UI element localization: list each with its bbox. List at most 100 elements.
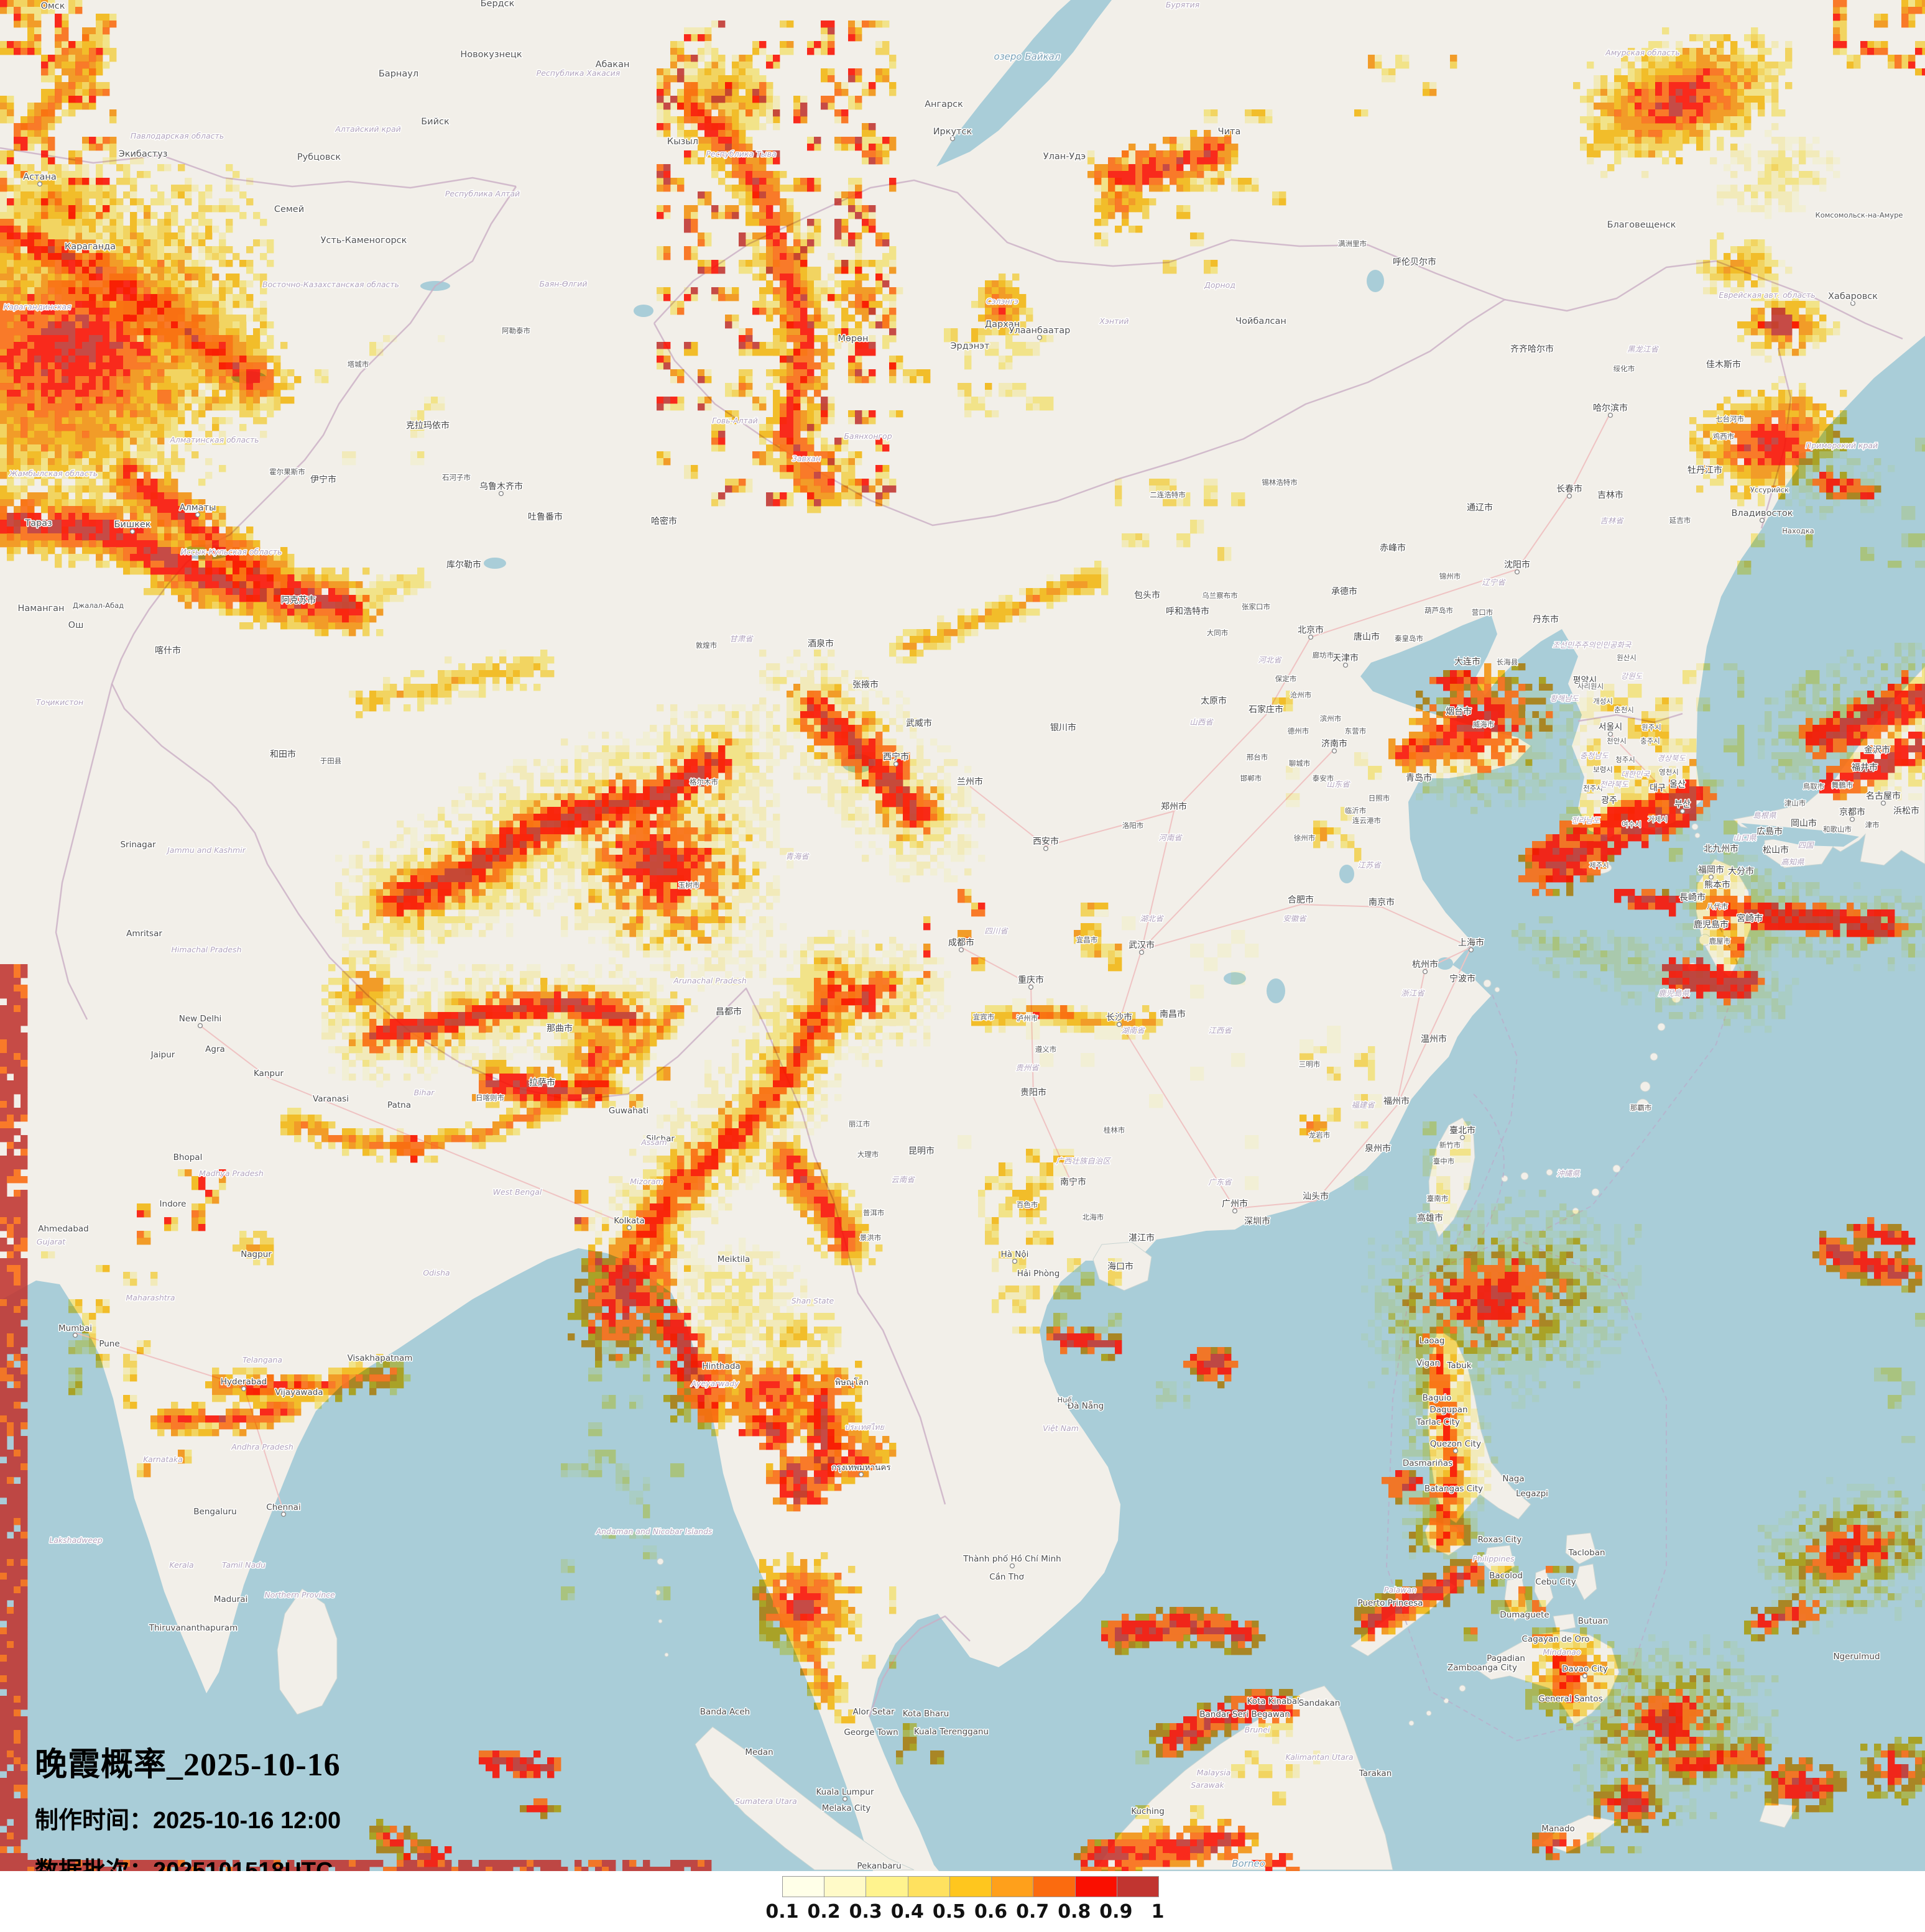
- map-label: 新竹市: [1439, 1141, 1461, 1149]
- map-label: 宮崎市: [1737, 913, 1763, 924]
- map-label: 承德市: [1331, 586, 1357, 597]
- map-label: 酒泉市: [808, 638, 834, 649]
- map-label: 张掖市: [852, 679, 879, 690]
- city-dot: [1454, 1449, 1458, 1453]
- city-dot: [1609, 413, 1613, 418]
- city-dot: [196, 513, 200, 517]
- map-label: 臺北市: [1449, 1125, 1475, 1136]
- map-label: Bhopal: [173, 1152, 203, 1162]
- city-dot: [951, 137, 955, 141]
- map-label: Madurai: [214, 1594, 248, 1604]
- map-label: 大同市: [1207, 628, 1229, 637]
- map-label: 대한민국: [1621, 770, 1651, 779]
- map-label: 岡山市: [1791, 818, 1817, 829]
- map-label: 牡丹江市: [1687, 465, 1722, 476]
- map-label: 连云港市: [1352, 816, 1381, 825]
- probability-legend: 0.1 0.2 0.3 0.4 0.5 0.6 0.7 0.8 0.9 1: [0, 1871, 1925, 1932]
- map-label: Butuan: [1578, 1616, 1609, 1626]
- map-label: 南京市: [1369, 897, 1395, 908]
- map-label: 浙江省: [1401, 988, 1425, 998]
- lake: [1367, 270, 1384, 292]
- map-label: Hà Nội: [1001, 1249, 1029, 1259]
- map-label: 重庆市: [1018, 975, 1044, 985]
- map-label: 丹东市: [1533, 614, 1559, 625]
- map-label: Agra: [205, 1044, 225, 1054]
- map-label: Караганда: [65, 242, 116, 252]
- map-label: Telangana: [242, 1355, 282, 1364]
- map-label: 锡林浩特市: [1262, 478, 1298, 487]
- map-label: 普洱市: [863, 1208, 885, 1217]
- map-label: Sarawak: [1191, 1780, 1224, 1790]
- map-label: Việt Nam: [1043, 1424, 1079, 1433]
- legend-color-segment: [1033, 1877, 1075, 1897]
- map-label: 天津市: [1332, 653, 1359, 663]
- map-label: 呼和浩特市: [1166, 606, 1209, 617]
- map-label: Đà Nẵng: [1068, 1401, 1104, 1411]
- map-label: 吐鲁番市: [528, 512, 563, 522]
- map-label: Davao City: [1562, 1664, 1608, 1674]
- lake: [484, 558, 506, 569]
- map-label: Vigan: [1416, 1358, 1440, 1368]
- legend-color-segment: [1076, 1877, 1117, 1897]
- map-label: 湖南省: [1121, 1026, 1145, 1035]
- map-label: 大分市: [1728, 866, 1754, 876]
- city-dot: [1461, 1136, 1465, 1140]
- map-label: Kalimantan Utara: [1285, 1752, 1353, 1762]
- city-dot: [1332, 749, 1337, 753]
- legend-tick: 1: [1152, 1901, 1165, 1923]
- map-label: 和歌山市: [1823, 825, 1852, 834]
- map-label: 乌兰察布市: [1202, 591, 1238, 600]
- map-label: Thiruvananthapuram: [149, 1623, 238, 1633]
- small-island: [1613, 1165, 1620, 1172]
- map-label: Tabuk: [1446, 1361, 1471, 1371]
- map-label: George Town: [844, 1727, 898, 1737]
- map-label: Усть-Каменогорск: [321, 236, 407, 246]
- map-label: Huế: [1057, 1396, 1072, 1404]
- map-label: Республика Тыва: [706, 149, 776, 159]
- map-label: 那曲市: [547, 1023, 573, 1034]
- map-label: 西安市: [1033, 836, 1059, 847]
- map-canvas[interactable]: Омск БердскНовокузнецкБарнаулБийскРубцовс…: [0, 0, 1925, 1871]
- map-label: Эрдэнэт: [950, 341, 990, 351]
- map-label: 島根県: [1753, 811, 1776, 820]
- map-label: 广西壮族自治区: [1056, 1156, 1112, 1166]
- produce-time-value: 2025-10-16 12:00: [153, 1808, 341, 1834]
- small-island: [1650, 1053, 1658, 1060]
- city-dot: [1233, 1209, 1237, 1213]
- map-label: 太原市: [1201, 696, 1227, 706]
- map-label: 전라남도: [1571, 816, 1600, 825]
- map-label: 広島市: [1757, 826, 1783, 837]
- map-label: Сэлэнгэ: [986, 297, 1018, 306]
- map-label: 延吉市: [1669, 516, 1691, 525]
- map-label: 武汉市: [1129, 940, 1155, 950]
- map-label: Баян-Өлгий: [539, 279, 587, 288]
- legend-color-segment: [992, 1877, 1033, 1897]
- map-label: Northern Province: [264, 1590, 335, 1599]
- map-label: 원산시: [1617, 653, 1636, 662]
- map-label: Tarlac City: [1416, 1417, 1460, 1427]
- map-label: Tarakan: [1359, 1769, 1392, 1778]
- map-label: Medan: [745, 1747, 773, 1757]
- map-label: 경상북도: [1657, 753, 1686, 763]
- map-label: ประเทศไทย: [844, 1422, 885, 1432]
- city-dot: [627, 1226, 632, 1230]
- map-label: Чита: [1218, 127, 1241, 137]
- map-label: 遵义市: [1035, 1045, 1057, 1054]
- map-label: Madhya Pradesh: [199, 1169, 264, 1178]
- small-island: [1592, 1189, 1599, 1196]
- map-label: Nagpur: [241, 1249, 272, 1259]
- map-label: Чойбалсан: [1235, 316, 1286, 326]
- map-label: Srinagar: [120, 840, 156, 850]
- map-label: 춘천시: [1614, 706, 1634, 714]
- city-dot: [1010, 1564, 1015, 1568]
- map-label: 황해남도: [1550, 694, 1579, 703]
- map-label: 江西省: [1208, 1026, 1232, 1035]
- map-label: 黑龙江省: [1627, 344, 1660, 354]
- city-dot: [1469, 948, 1474, 952]
- map-label: 营口市: [1472, 608, 1493, 617]
- map-label: 吉林省: [1600, 516, 1624, 525]
- map-label: Kanpur: [254, 1069, 284, 1079]
- map-label: 邢台市: [1247, 753, 1268, 761]
- map-label: 玉树市: [678, 881, 700, 890]
- map-label: 满洲里市: [1338, 239, 1367, 248]
